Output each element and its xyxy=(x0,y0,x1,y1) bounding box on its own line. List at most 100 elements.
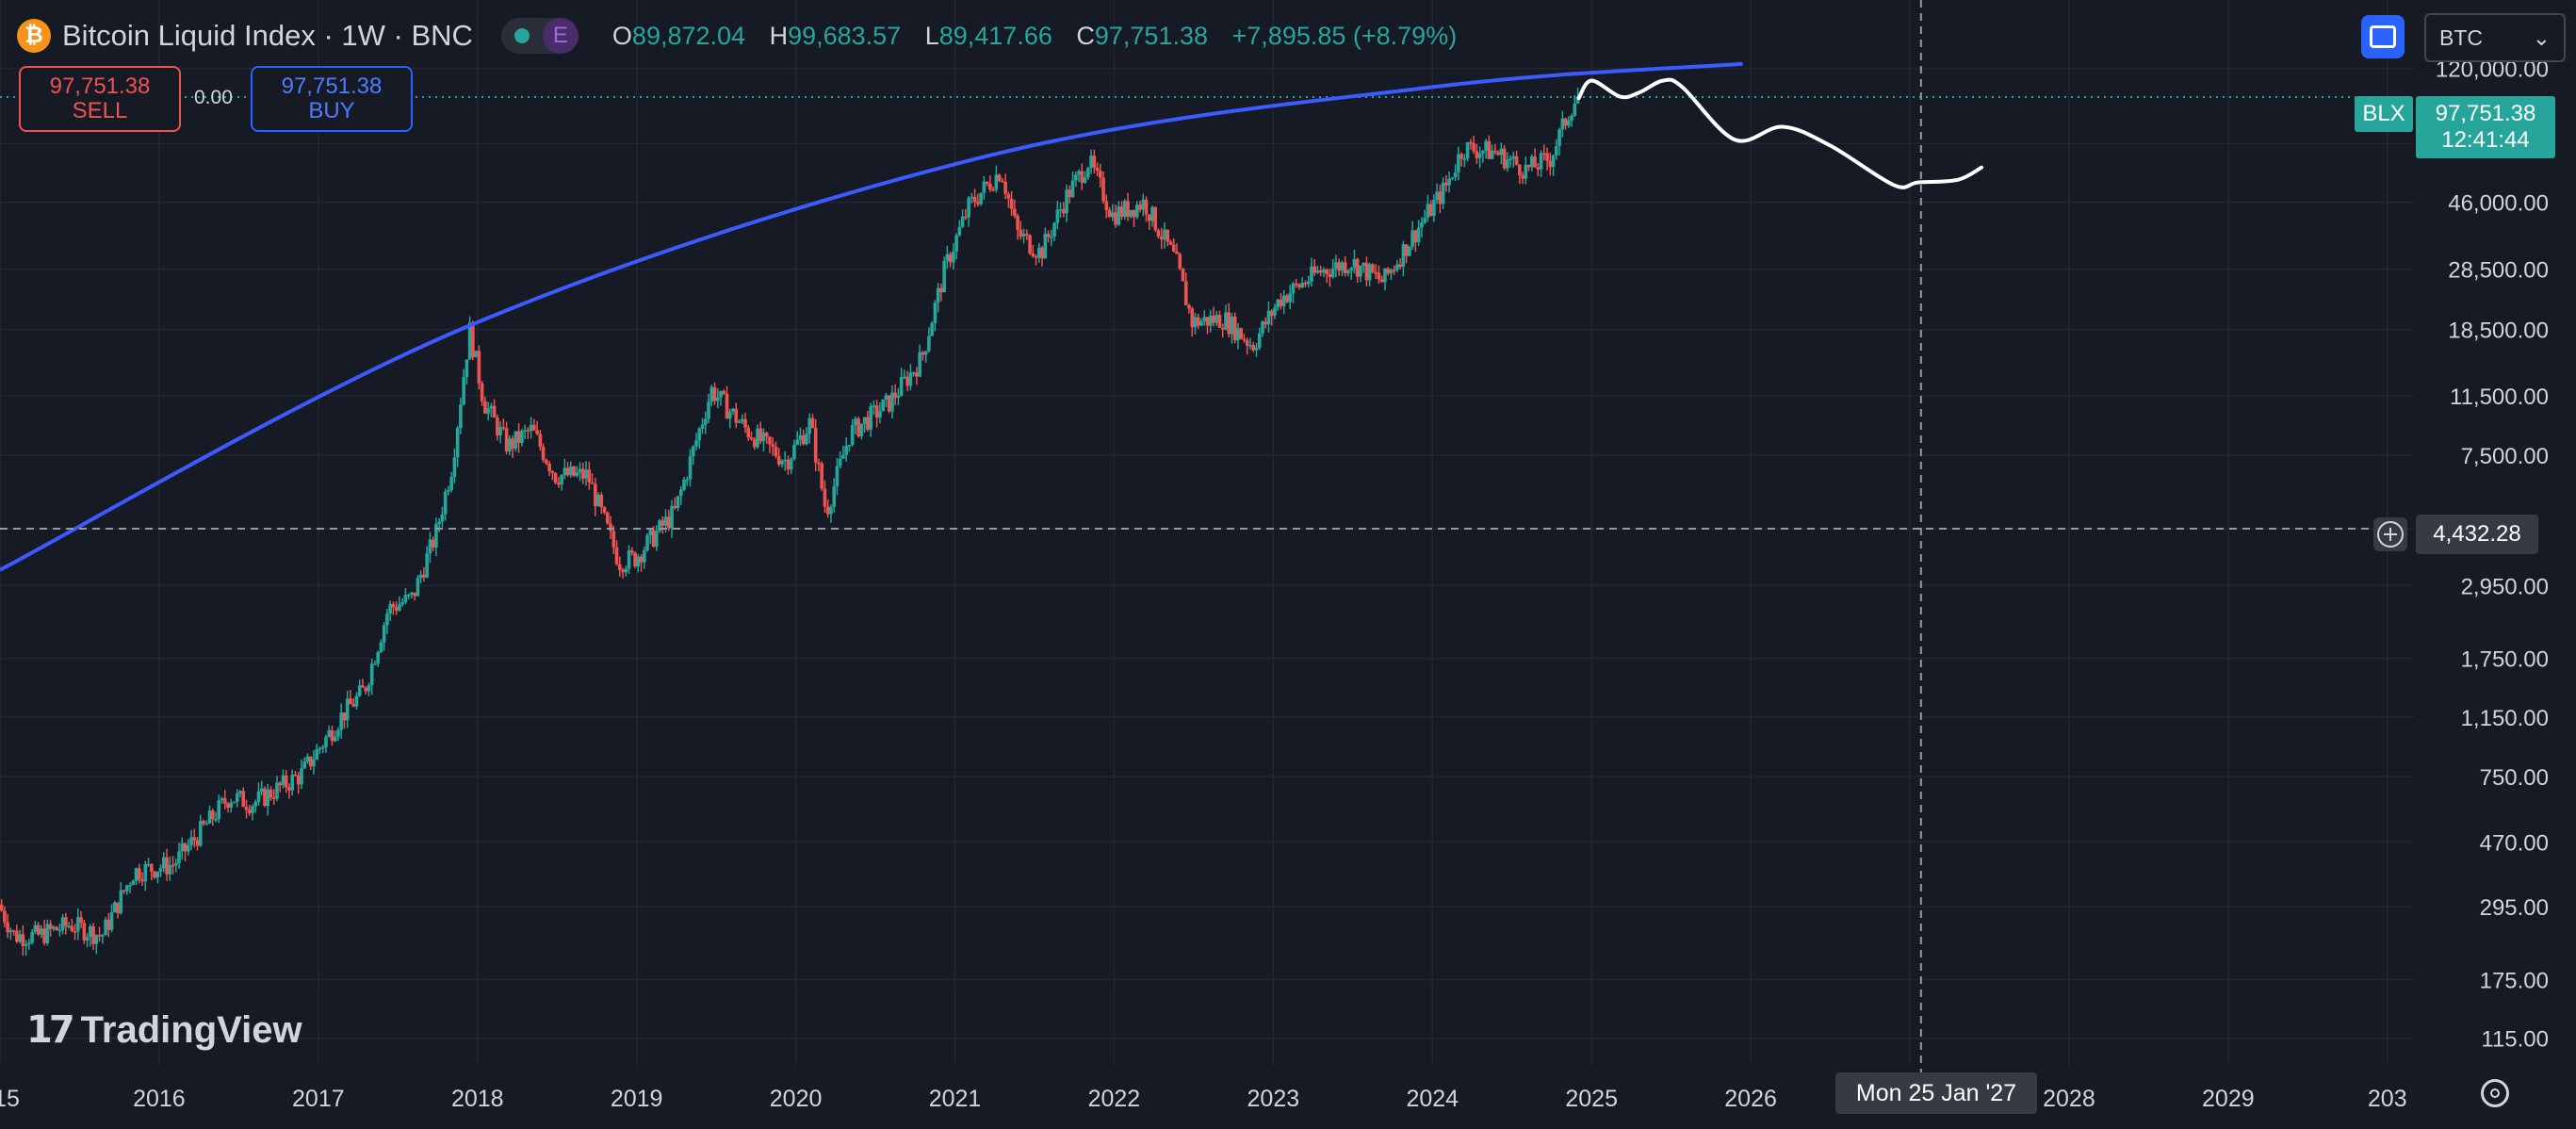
candle-body xyxy=(474,351,478,358)
candle-body xyxy=(1386,268,1390,274)
candle-body xyxy=(960,216,965,227)
candle-body xyxy=(339,712,343,730)
tradingview-logo[interactable]: 𝟭𝟳 TradingView xyxy=(26,1008,302,1052)
candle-body xyxy=(345,698,350,721)
sell-button[interactable]: 97,751.38 SELL xyxy=(19,66,181,132)
candle-body xyxy=(829,506,833,515)
candle-body xyxy=(1040,247,1044,259)
symbol-select[interactable]: BTC ⌄ xyxy=(2424,13,2566,62)
candle-body xyxy=(740,418,744,422)
candle-body xyxy=(76,917,80,932)
candle-body xyxy=(1166,229,1170,242)
candle-body xyxy=(547,464,551,472)
candle-body xyxy=(1230,316,1234,335)
candle-body xyxy=(516,431,521,443)
candle-body xyxy=(997,174,1002,182)
projection-drawing[interactable] xyxy=(1576,77,1984,189)
candle-body xyxy=(599,495,604,508)
candle-body xyxy=(810,417,815,429)
candle-body xyxy=(1530,156,1534,168)
candle-body xyxy=(1257,333,1262,348)
time-tick-label: 2018 xyxy=(451,1086,504,1112)
candle-body xyxy=(560,475,563,485)
candle-body xyxy=(1254,347,1259,351)
candle-body xyxy=(890,392,894,412)
candle-body xyxy=(678,489,683,497)
candle-body xyxy=(639,556,644,563)
candle-body xyxy=(1291,283,1296,294)
candle-body xyxy=(670,506,674,529)
candle-body xyxy=(807,417,812,434)
candle-body xyxy=(709,386,714,402)
open-value: 89,872.04 xyxy=(631,21,746,50)
trendline[interactable] xyxy=(0,61,1743,572)
candle-body xyxy=(1232,316,1237,341)
price-tick-label: 2,950.00 xyxy=(2461,574,2549,599)
candle-body xyxy=(1340,262,1345,271)
candle-body xyxy=(1251,345,1256,351)
chart-grid xyxy=(0,0,2414,1065)
candle-body xyxy=(443,491,448,515)
candle-body xyxy=(480,383,484,401)
candle-body xyxy=(143,863,148,882)
time-axis[interactable]: 015 2016 2017 2018 2019 2020 2021 2022 2023 2024 2… xyxy=(0,1086,2407,1112)
add-alert-icon[interactable] xyxy=(2373,517,2407,551)
candle-body xyxy=(1183,281,1188,305)
candle-body xyxy=(428,539,432,554)
sync-icon[interactable] xyxy=(2361,15,2405,58)
candle-body xyxy=(55,926,58,931)
candle-body xyxy=(1330,268,1335,278)
candle-body xyxy=(575,472,579,476)
candle-body xyxy=(1264,321,1268,325)
price-tick-label: 750.00 xyxy=(2480,765,2549,791)
candle-body xyxy=(569,466,573,476)
market-status-icon xyxy=(514,28,530,43)
candle-body xyxy=(462,377,465,405)
candle-body xyxy=(1163,229,1166,240)
time-tick-label: 2017 xyxy=(292,1086,345,1112)
candle-body xyxy=(1248,345,1252,347)
gear-icon[interactable] xyxy=(2481,1079,2509,1107)
candle-body xyxy=(1453,172,1458,178)
buy-button[interactable]: 97,751.38 BUY xyxy=(251,66,413,132)
candle-body xyxy=(1294,283,1298,286)
candle-body xyxy=(1080,171,1084,183)
candle-body xyxy=(1420,222,1424,228)
symbol-title[interactable]: Bitcoin Liquid Index · 1W · BNC xyxy=(62,19,473,52)
price-axis[interactable]: 115.00 175.00 295.00 470.00 750.00 1,150.00 1,… xyxy=(2436,57,2549,1053)
candle-body xyxy=(385,614,389,626)
candle-body xyxy=(676,496,680,509)
candle-body xyxy=(1046,234,1051,237)
status-pill[interactable]: E xyxy=(500,18,579,54)
candle-body xyxy=(624,568,628,573)
candle-body xyxy=(207,810,212,824)
candle-body xyxy=(158,868,163,872)
candle-body xyxy=(1227,312,1231,335)
candle-body xyxy=(287,787,291,791)
candle-body xyxy=(64,917,68,926)
candle-body xyxy=(899,377,904,396)
candle-body xyxy=(642,550,646,563)
candle-body xyxy=(122,890,126,892)
candle-body xyxy=(752,439,757,448)
candle-body xyxy=(805,434,808,445)
candle-body xyxy=(410,592,414,595)
candle-body xyxy=(116,902,120,914)
candle-body xyxy=(1141,199,1146,210)
candle-body xyxy=(1570,115,1573,121)
candle-body xyxy=(204,823,209,826)
candle-body xyxy=(504,428,509,452)
candle-body xyxy=(725,393,729,419)
candle-body xyxy=(232,801,236,804)
candle-body xyxy=(976,202,980,205)
candle-body xyxy=(1567,120,1571,126)
candle-body xyxy=(1392,270,1396,271)
candle-body xyxy=(1524,164,1528,179)
candle-body xyxy=(896,395,901,399)
candle-body xyxy=(492,405,497,418)
candle-body xyxy=(874,405,879,418)
candle-body xyxy=(927,335,931,352)
candle-body xyxy=(459,404,463,429)
candle-body xyxy=(1481,151,1485,154)
